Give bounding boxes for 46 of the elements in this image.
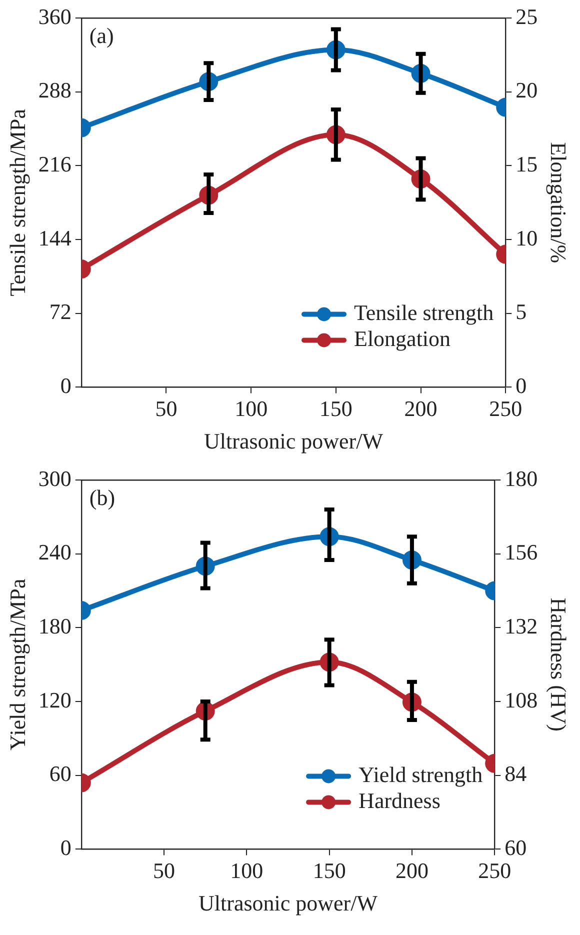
y-axis-title: Yield strength/MPa: [4, 578, 30, 750]
annotation: (b): [89, 484, 116, 510]
y-tick-label: 288: [38, 78, 72, 103]
y2-tick-label: 132: [504, 613, 538, 638]
y-tick-label: 120: [38, 687, 72, 712]
y-tick-label: 180: [38, 613, 72, 638]
legend-label: Yield strength: [358, 762, 483, 787]
y-tick-label: 0: [60, 834, 72, 860]
x-axis-title: Ultrasonic power/W: [198, 890, 378, 916]
y-tick-label: 216: [38, 151, 72, 176]
y2-tick-label: 15: [516, 151, 538, 176]
y-tick-label: 72: [49, 299, 72, 324]
legend-label: Elongation: [354, 326, 451, 351]
y2-tick-label: 180: [504, 466, 538, 491]
x-tick-label: 100: [234, 396, 268, 422]
x-tick-label: 250: [489, 396, 522, 422]
y2-tick-label: 25: [516, 4, 538, 29]
x-tick-label: 150: [312, 858, 346, 884]
y-axis-title: Tensile strength/MPa: [4, 108, 30, 296]
y-tick-label: 360: [38, 4, 72, 29]
y2-tick-label: 108: [504, 687, 538, 712]
x-tick-label: 50: [155, 396, 178, 422]
y-tick-label: 0: [60, 372, 72, 398]
y-tick-label: 144: [38, 225, 72, 250]
x-axis-title: Ultrasonic power/W: [204, 428, 384, 454]
legend-label: Tensile strength: [354, 300, 494, 325]
y2-tick-label: 60: [504, 834, 527, 860]
x-tick-label: 50: [153, 858, 176, 884]
y2-tick-label: 84: [504, 761, 527, 786]
y2-tick-label: 10: [516, 225, 538, 250]
x-tick-label: 250: [478, 858, 512, 884]
x-tick-label: 200: [404, 396, 438, 422]
legend-label: Hardness: [358, 788, 440, 813]
annotation: (a): [89, 22, 114, 48]
y-tick-label: 60: [49, 761, 72, 786]
y-tick-label: 300: [38, 466, 72, 491]
y2-tick-label: 156: [504, 540, 538, 565]
y2-tick-label: 5: [516, 299, 527, 324]
y-tick-label: 240: [38, 540, 72, 565]
y2-axis-title: Hardness (HV): [546, 598, 572, 732]
y2-axis-title: Elongation/%: [546, 142, 572, 264]
x-tick-label: 150: [319, 396, 352, 422]
x-tick-label: 200: [395, 858, 428, 884]
x-tick-label: 100: [230, 858, 264, 884]
y2-tick-label: 20: [516, 78, 538, 103]
y2-tick-label: 0: [516, 372, 527, 398]
